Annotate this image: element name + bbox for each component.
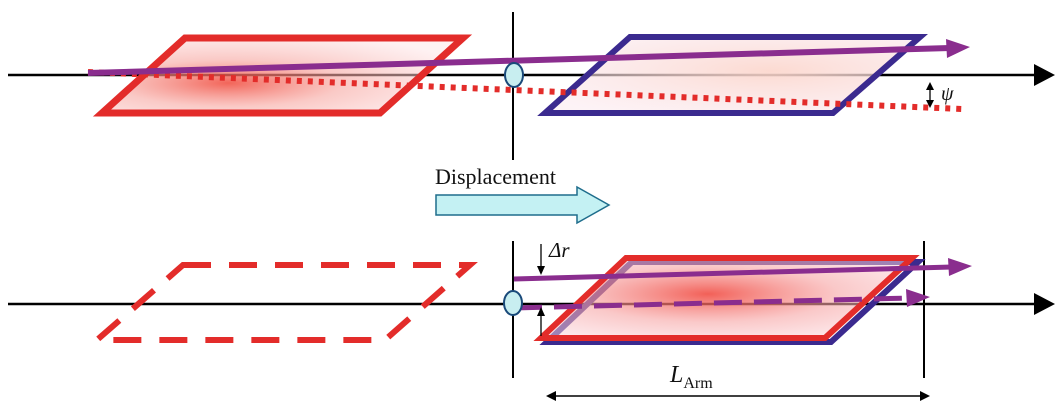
arm-length-label: LArm bbox=[669, 362, 713, 392]
psi-label: ψ bbox=[941, 83, 954, 105]
top-dotted-beam bbox=[87, 69, 963, 112]
top-lens bbox=[504, 62, 524, 88]
displacement-arrow bbox=[435, 185, 611, 225]
top-axis-arrowhead bbox=[1034, 64, 1055, 86]
bottom-dashed-beam bbox=[513, 295, 911, 311]
delta-r-lower-head bbox=[537, 307, 545, 316]
top-purple-arrowhead bbox=[946, 39, 970, 58]
bottom-dashed-arrowhead bbox=[906, 289, 930, 307]
top-purple-beam bbox=[87, 45, 951, 76]
delta-r-label: Δr bbox=[548, 238, 570, 262]
bottom-axis-arrowhead bbox=[1034, 293, 1055, 315]
arm-length-main: L bbox=[669, 362, 683, 388]
arm-length-subscript: Arm bbox=[683, 375, 713, 392]
psi-arrow-down bbox=[926, 100, 934, 108]
bottom-lens bbox=[503, 290, 523, 316]
ghost-red-plane bbox=[88, 262, 478, 343]
bottom-purple-beam bbox=[513, 264, 953, 282]
psi-arrow-up bbox=[926, 82, 934, 90]
top-red-plane bbox=[92, 34, 473, 117]
displacement-label: Displacement bbox=[435, 164, 556, 189]
delta-r-upper-head bbox=[537, 266, 545, 275]
arm-length-right-head bbox=[920, 391, 930, 401]
bottom-purple-arrowhead bbox=[948, 258, 972, 276]
arm-length-left-head bbox=[546, 391, 556, 401]
